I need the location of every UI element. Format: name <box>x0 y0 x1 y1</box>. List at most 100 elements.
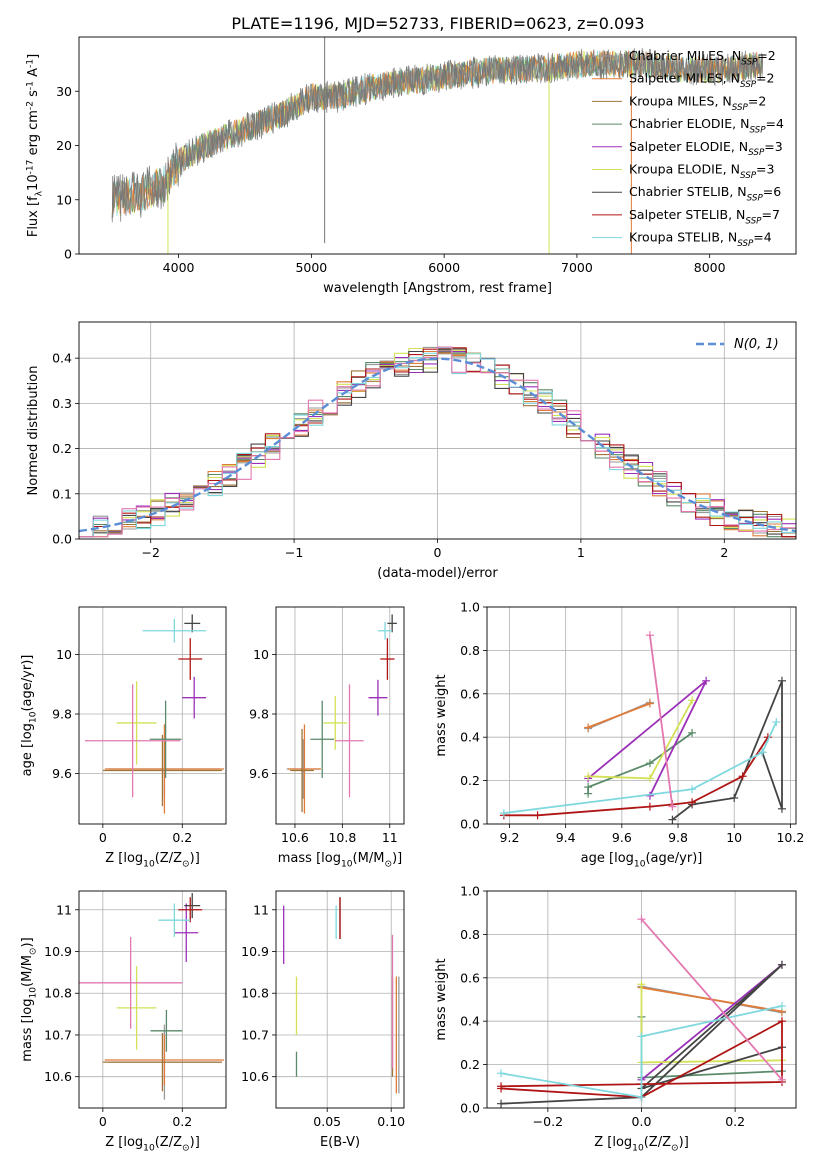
weight-line-kroupa_pink <box>640 918 783 1081</box>
spectrum-data-line <box>111 48 764 223</box>
y-axis-label: Normed distribution <box>26 366 41 496</box>
axes-frame <box>78 321 797 540</box>
normal-curve <box>79 357 796 533</box>
y-tick-label: 0.6 <box>460 970 480 985</box>
y-tick-label: 10.7 <box>241 1027 269 1042</box>
weight-marker <box>688 728 697 737</box>
weight-marker <box>645 699 654 708</box>
errorbar-kroupa_miles <box>102 734 223 807</box>
figure-title: PLATE=1196, MJD=52733, FIBERID=0623, z=0… <box>231 14 644 33</box>
y-tick-label: 0.1 <box>52 486 72 501</box>
errorbar-chabrier_elodie <box>150 1009 183 1052</box>
x-tick-label: 4000 <box>163 260 195 275</box>
x-tick-label: 6000 <box>428 260 460 275</box>
weight-marker <box>777 676 786 685</box>
x-axis-label: Z [log10(Z/Z⊙)] <box>105 851 200 870</box>
y-tick-label: 0.2 <box>52 441 72 456</box>
legend-label: N(0, 1) <box>734 337 779 352</box>
errorbar-salpeter_miles <box>287 724 322 814</box>
y-tick-label: 0.4 <box>460 730 480 745</box>
weight-marker <box>702 676 711 685</box>
weight-marker <box>497 1099 506 1108</box>
x-tick-label: 9.6 <box>612 830 632 845</box>
y-tick-label: 10 <box>56 647 72 662</box>
x-axis-label: Z [log10(Z/Z⊙)] <box>105 1135 200 1154</box>
axes-mass_vs_Z: 0 0.2 10.6 10.7 10.8 10.9 11 Z [log10(Z/Z⊙)] mas… <box>20 890 227 1154</box>
y-axis-label: mass weight <box>434 674 449 756</box>
axes-age_vs_mass: 10.6 10.8 11 9.6 9.8 10 mass [log10(M/M⊙)] <box>249 606 405 870</box>
errorbar-kroupa_stelib <box>142 618 207 643</box>
weight-marker <box>777 1017 786 1026</box>
weight-line-salpeter_elodie <box>640 964 783 1081</box>
weight-marker <box>645 802 654 811</box>
errorbar-salpeter_stelib <box>178 638 203 680</box>
weight-marker <box>584 723 593 732</box>
weight-marker <box>645 759 654 768</box>
weight-line-salpeter_stelib <box>503 736 769 817</box>
plot-area <box>84 614 225 814</box>
weight-marker <box>645 774 654 783</box>
errorbar-kroupa_pink <box>335 684 364 798</box>
y-tick-label: 0.0 <box>52 532 72 547</box>
y-axis-label: age [log10(age/yr)] <box>20 655 39 777</box>
weight-marker <box>758 748 767 757</box>
x-axis-label: Z [log10(Z/Z⊙)] <box>594 1135 689 1154</box>
weight-marker <box>499 809 508 818</box>
y-tick-label: 10.9 <box>241 944 269 959</box>
x-tick-label: 7000 <box>561 260 593 275</box>
y-tick-label: 9.6 <box>52 766 72 781</box>
legend-label: Salpeter STELIB, NSSP=7 <box>629 207 780 226</box>
axes-frame <box>275 890 405 1109</box>
axes-residuals: −2 −1 0 1 2 0.0 0.1 0.2 0.3 0.4 (data-model)/error… <box>26 321 797 581</box>
y-tick-label: 1.0 <box>460 884 480 899</box>
x-tick-label: 0.05 <box>313 1114 341 1129</box>
weight-marker <box>688 696 697 705</box>
plot-area <box>497 915 786 1108</box>
errorbar-kroupa_elodie <box>116 966 157 1050</box>
axes-frame <box>486 606 797 825</box>
weight-marker <box>637 980 646 989</box>
plot-area <box>499 631 786 824</box>
y-tick-label: 0.0 <box>460 817 480 832</box>
y-tick-label: 9.6 <box>249 766 269 781</box>
y-tick-label: 30 <box>56 84 72 99</box>
axes-frame <box>275 606 405 825</box>
x-tick-label: 0.10 <box>377 1114 405 1129</box>
errorbar-salpeter_stelib <box>178 897 203 923</box>
errorbar-chabrier_stelib <box>184 614 201 633</box>
errorbar-salpeter_miles <box>104 724 225 814</box>
x-tick-label: 9.8 <box>668 830 688 845</box>
x-axis-label: mass [log10(M/M⊙)] <box>278 851 402 870</box>
x-tick-label: 5000 <box>295 260 327 275</box>
x-tick-label: 8000 <box>694 260 726 275</box>
legend-label: Kroupa MILES, NSSP=2 <box>629 93 766 112</box>
legend-label: Kroupa ELODIE, NSSP=3 <box>629 162 774 181</box>
y-tick-label: 9.8 <box>249 707 269 722</box>
weight-marker <box>668 802 677 811</box>
errorbar-chabrier_stelib <box>387 614 397 633</box>
errorbar-kroupa_stelib <box>377 621 393 640</box>
y-tick-label: 10.7 <box>44 1027 72 1042</box>
x-tick-label: 10.6 <box>281 830 309 845</box>
weight-marker <box>497 1082 506 1091</box>
errorbar-chabrier_stelib <box>184 893 201 919</box>
y-tick-label: 1.0 <box>460 600 480 615</box>
y-tick-label: 0.6 <box>460 686 480 701</box>
weight-marker <box>637 1032 646 1041</box>
weight-marker <box>777 960 786 969</box>
y-axis-label: mass [log10(M/M⊙)] <box>20 937 39 1061</box>
x-tick-label: 9.2 <box>500 830 520 845</box>
weight-marker <box>772 718 781 727</box>
errorbar-salpeter_elodie <box>182 676 207 719</box>
y-tick-label: 0.3 <box>52 396 72 411</box>
y-tick-label: 10.8 <box>44 986 72 1001</box>
y-axis-label: Flux [fλ10-17 erg cm-2 s-1 A-1] <box>25 54 44 237</box>
x-tick-label: 0 <box>434 545 442 560</box>
weight-marker <box>777 1075 786 1084</box>
y-tick-label: 10 <box>253 647 269 662</box>
weight-marker <box>668 815 677 824</box>
x-tick-label: −0.2 <box>533 1114 563 1129</box>
y-tick-label: 0.8 <box>460 927 480 942</box>
weight-line-kroupa_stelib <box>500 1005 783 1099</box>
plot-area <box>79 893 225 1100</box>
